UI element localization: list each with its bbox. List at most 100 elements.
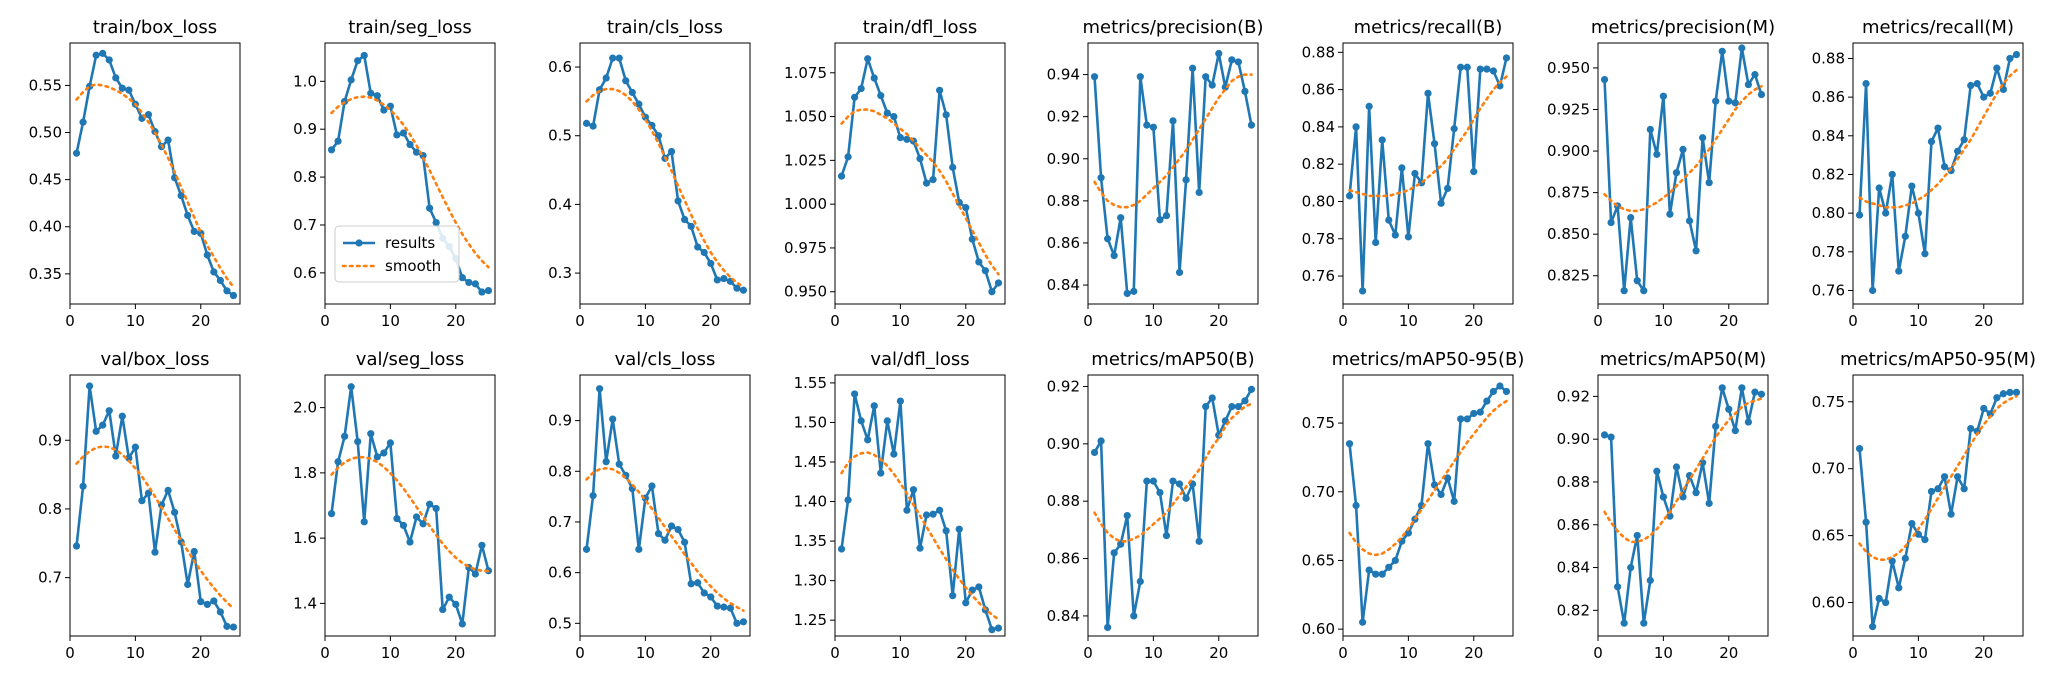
results-point xyxy=(1960,136,1968,144)
results-point xyxy=(661,536,669,544)
results-point xyxy=(877,91,885,100)
smooth-line xyxy=(1603,84,1763,213)
results-point xyxy=(1130,287,1138,295)
plot-frame xyxy=(1852,42,2024,305)
results-point xyxy=(341,432,349,440)
results-point xyxy=(674,197,682,205)
chart-title: val/box_loss xyxy=(100,349,209,370)
results-point xyxy=(1241,397,1249,405)
x-tick-label: 0 xyxy=(575,312,585,330)
y-tick-label: 1.35 xyxy=(794,532,827,550)
chart-val-cls-loss: val/cls_loss 0 10 20 0.5 0.6 0.7 0.8 0.9 xyxy=(548,349,751,662)
y-tick-label: 0.3 xyxy=(548,264,572,282)
results-point xyxy=(903,506,911,514)
y-tick-label: 0.6 xyxy=(548,564,572,582)
results-point xyxy=(1940,163,1949,171)
results-point xyxy=(962,204,970,212)
results-point xyxy=(1627,563,1635,572)
x-tick-label: 0 xyxy=(1083,312,1093,330)
results-line xyxy=(586,56,744,292)
x-tick-label: 20 xyxy=(1719,312,1738,330)
results-line xyxy=(1858,53,2018,292)
results-point xyxy=(1247,121,1256,129)
results-point xyxy=(1345,440,1354,448)
results-point xyxy=(1627,213,1635,222)
results-point xyxy=(223,287,231,295)
results-point xyxy=(1450,125,1458,133)
results-point xyxy=(1862,518,1870,526)
results-point xyxy=(203,251,211,259)
results-point xyxy=(360,51,368,60)
results-point xyxy=(1908,519,1916,528)
results-point xyxy=(1633,531,1641,540)
results-point xyxy=(1646,576,1654,584)
y-tick-label: 0.825 xyxy=(1547,267,1590,285)
results-point xyxy=(1365,566,1373,574)
y-tick-label: 0.80 xyxy=(1812,204,1845,222)
results-point xyxy=(1162,211,1171,220)
y-tick-label: 1.8 xyxy=(293,464,317,482)
results-point xyxy=(432,218,440,227)
y-tick-label: 0.65 xyxy=(1812,527,1845,545)
x-tick-label: 10 xyxy=(1654,312,1673,330)
x-tick-label: 20 xyxy=(1974,312,1993,330)
results-point xyxy=(118,412,126,420)
y-tick-label: 0.84 xyxy=(1812,127,1845,145)
x-tick-label: 0 xyxy=(320,312,330,330)
results-point xyxy=(975,583,983,591)
results-point xyxy=(582,119,591,127)
results-point xyxy=(1234,58,1242,66)
results-point xyxy=(380,449,388,457)
results-point xyxy=(432,504,440,513)
results-point xyxy=(1411,169,1419,178)
results-point xyxy=(1149,477,1157,485)
chart-train-box-loss: train/box_loss 0 10 20 0.35 0.40 0.45 0.50 0.55 xyxy=(29,17,241,330)
y-tick-label: 0.35 xyxy=(29,265,62,283)
results-point xyxy=(1352,123,1360,131)
results-point xyxy=(1914,209,1922,217)
y-tick-label: 0.900 xyxy=(1547,142,1590,160)
results-point xyxy=(1457,415,1465,423)
results-point xyxy=(1901,232,1909,240)
results-point xyxy=(1659,493,1667,501)
chart-title: metrics/mAP50(B) xyxy=(1091,349,1254,370)
results-point xyxy=(667,522,676,530)
results-point xyxy=(681,215,689,224)
results-point xyxy=(1156,488,1164,497)
results-line xyxy=(75,52,235,297)
results-point xyxy=(720,603,728,611)
x-tick-label: 10 xyxy=(1909,312,1928,330)
results-point xyxy=(936,86,944,94)
results-point xyxy=(1496,382,1504,390)
results-point xyxy=(1489,387,1497,396)
smooth-line xyxy=(1093,73,1253,209)
results-point xyxy=(1424,440,1432,448)
results-point xyxy=(203,600,211,609)
results-point xyxy=(896,397,904,405)
results-point xyxy=(936,506,944,514)
results-point xyxy=(1954,147,1962,155)
results-point xyxy=(622,77,630,85)
chart-title: train/dfl_loss xyxy=(863,17,978,38)
results-point xyxy=(916,544,924,552)
results-point xyxy=(739,286,748,294)
results-point xyxy=(1725,97,1733,105)
y-tick-label: 0.60 xyxy=(1302,620,1335,638)
x-tick-label: 10 xyxy=(1909,644,1928,662)
x-tick-label: 0 xyxy=(1593,644,1603,662)
results-point xyxy=(1130,612,1138,620)
results-point xyxy=(975,258,983,266)
results-point xyxy=(942,111,950,119)
results-point xyxy=(1600,75,1609,84)
chart-train-cls-loss: train/cls_loss 0 10 20 0.3 0.4 0.5 0.6 xyxy=(548,17,751,330)
results-point xyxy=(151,548,159,556)
results-point xyxy=(426,204,434,212)
results-point xyxy=(79,482,87,490)
y-tick-label: 0.88 xyxy=(1047,492,1080,510)
results-point xyxy=(1947,510,1955,518)
results-point xyxy=(877,469,885,477)
results-point xyxy=(1489,67,1497,75)
results-point xyxy=(1875,184,1883,192)
results-point xyxy=(406,140,414,149)
